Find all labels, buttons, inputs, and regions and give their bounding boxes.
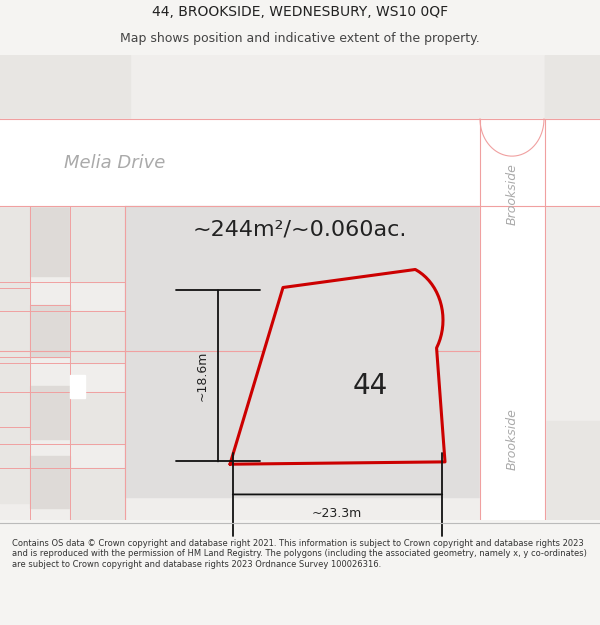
- Polygon shape: [30, 305, 70, 358]
- Polygon shape: [30, 386, 70, 439]
- Polygon shape: [0, 427, 30, 503]
- Polygon shape: [30, 456, 70, 508]
- Text: ~244m²/~0.060ac.: ~244m²/~0.060ac.: [193, 219, 407, 239]
- Text: Melia Drive: Melia Drive: [64, 154, 166, 172]
- Text: 44, BROOKSIDE, WEDNESBURY, WS10 0QF: 44, BROOKSIDE, WEDNESBURY, WS10 0QF: [152, 5, 448, 19]
- Polygon shape: [0, 357, 30, 427]
- Polygon shape: [230, 269, 445, 464]
- Text: Contains OS data © Crown copyright and database right 2021. This information is : Contains OS data © Crown copyright and d…: [12, 539, 587, 569]
- Text: Brookside: Brookside: [505, 164, 518, 226]
- Polygon shape: [70, 311, 125, 363]
- Polygon shape: [70, 468, 125, 520]
- Text: Brookside: Brookside: [505, 408, 518, 469]
- Polygon shape: [0, 119, 600, 206]
- Polygon shape: [0, 55, 130, 166]
- Polygon shape: [30, 206, 70, 276]
- Polygon shape: [70, 206, 125, 282]
- Polygon shape: [480, 119, 545, 520]
- Bar: [545, 421, 600, 520]
- Bar: [545, 55, 600, 119]
- Bar: [125, 206, 480, 497]
- Text: Map shows position and indicative extent of the property.: Map shows position and indicative extent…: [120, 32, 480, 45]
- Polygon shape: [0, 206, 30, 288]
- Text: ~23.3m: ~23.3m: [312, 506, 362, 519]
- Text: 44: 44: [352, 372, 388, 400]
- Bar: [70, 374, 85, 398]
- Polygon shape: [70, 392, 125, 444]
- Bar: [545, 55, 600, 159]
- Polygon shape: [0, 288, 30, 357]
- Text: ~18.6m: ~18.6m: [196, 351, 209, 401]
